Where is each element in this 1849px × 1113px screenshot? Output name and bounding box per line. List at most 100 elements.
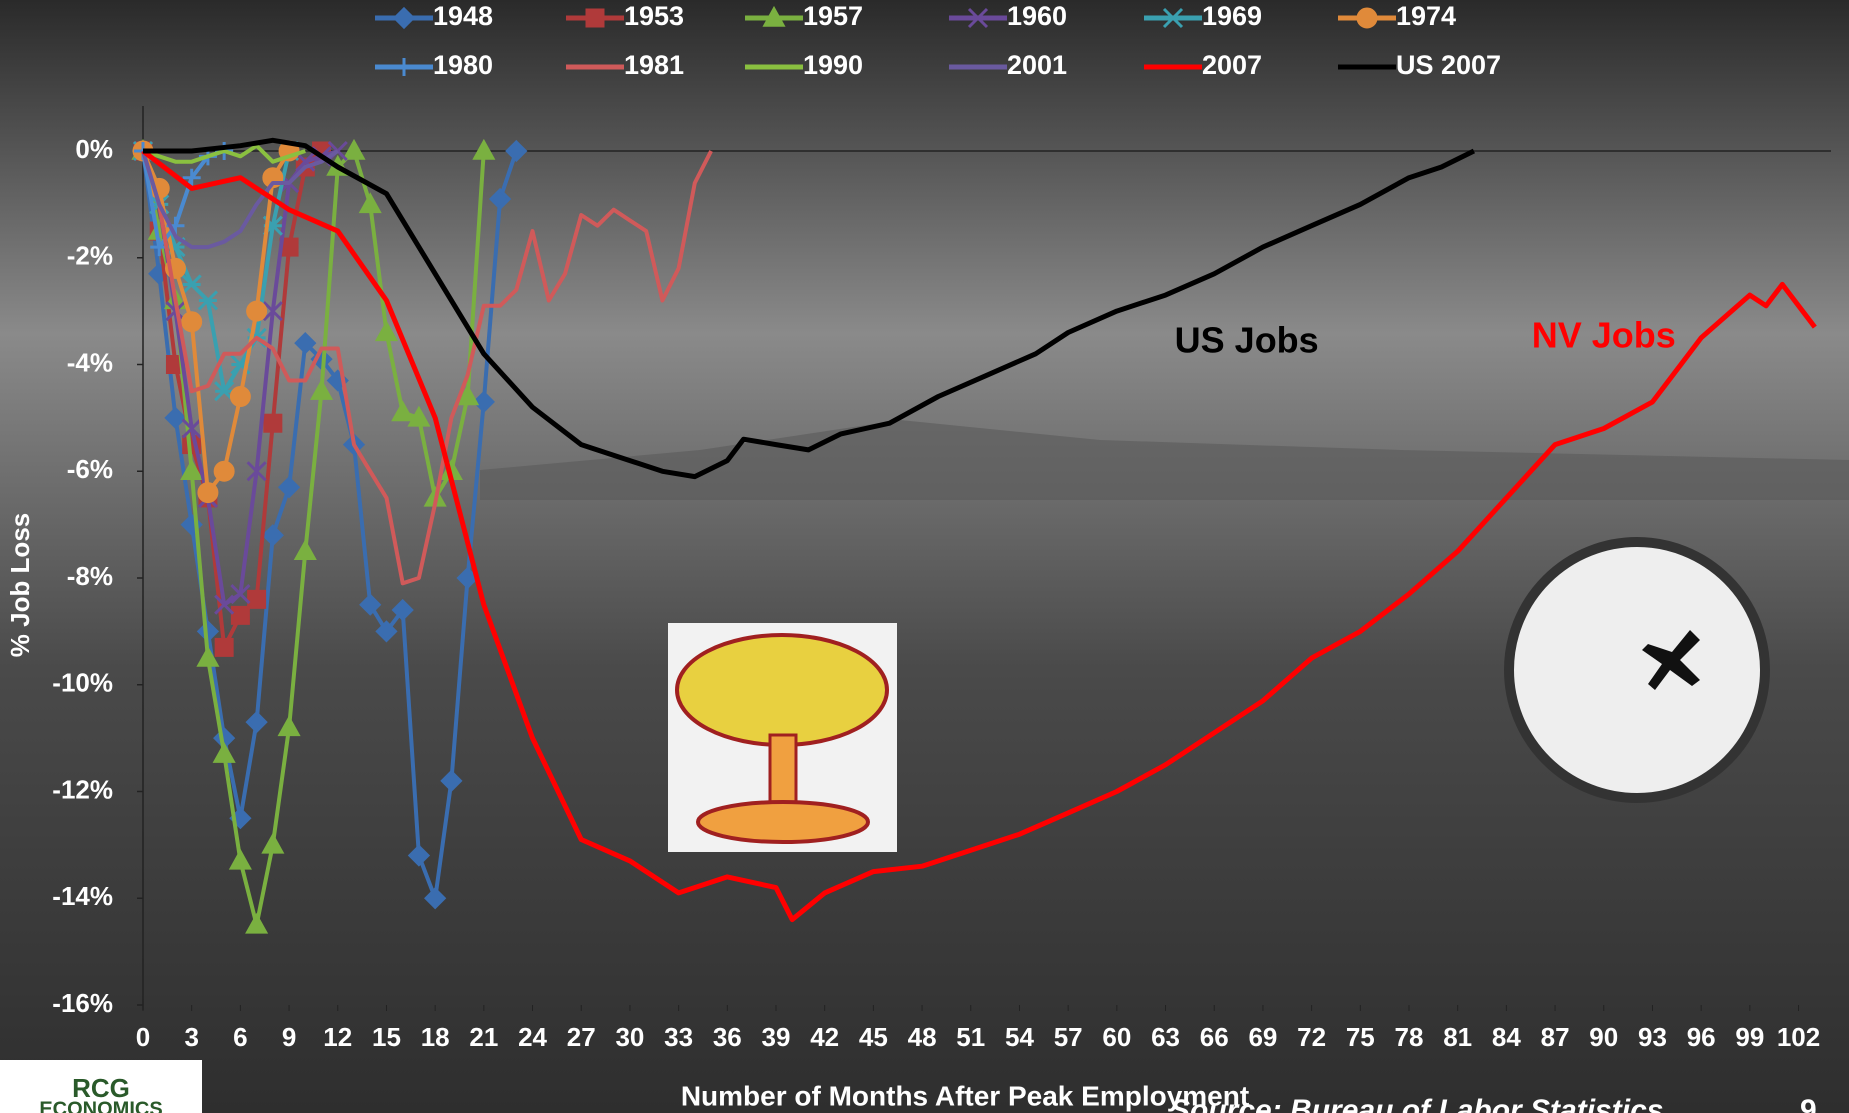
x-tick-label: 78 bbox=[1395, 1022, 1424, 1052]
logo-line: RCG bbox=[72, 1073, 130, 1103]
legend-label: 1990 bbox=[803, 50, 863, 80]
series bbox=[141, 149, 339, 250]
x-tick-label: 9 bbox=[282, 1022, 296, 1052]
marker bbox=[359, 593, 382, 616]
legend-item: 1969 bbox=[1144, 1, 1262, 31]
legend-item: 1960 bbox=[949, 1, 1067, 31]
marker bbox=[230, 605, 250, 625]
x-tick-label: 72 bbox=[1297, 1022, 1326, 1052]
marker bbox=[261, 832, 285, 854]
marker bbox=[391, 400, 415, 422]
x-tick-label: 3 bbox=[184, 1022, 198, 1052]
marker bbox=[245, 710, 268, 734]
marker bbox=[196, 645, 220, 667]
marker bbox=[374, 320, 399, 342]
marker bbox=[342, 138, 366, 160]
marker bbox=[230, 583, 251, 605]
marker bbox=[213, 460, 235, 482]
series-line bbox=[143, 137, 1476, 480]
x-tick-label: 0 bbox=[136, 1022, 150, 1052]
legend-item: 1981 bbox=[566, 50, 684, 80]
x-tick-label: 54 bbox=[1005, 1022, 1034, 1052]
series bbox=[132, 140, 300, 504]
marker bbox=[762, 5, 786, 27]
y-tick-label: -12% bbox=[52, 774, 113, 804]
legend-item: 2007 bbox=[1144, 50, 1262, 80]
x-tick-label: 27 bbox=[567, 1022, 596, 1052]
marker bbox=[245, 912, 269, 934]
marker bbox=[407, 405, 431, 427]
marker bbox=[358, 192, 382, 214]
x-tick-label: 51 bbox=[956, 1022, 985, 1052]
marker bbox=[164, 406, 187, 429]
x-tick-label: 42 bbox=[810, 1022, 839, 1052]
legend-label: 1981 bbox=[624, 50, 684, 80]
y-tick-label: -8% bbox=[67, 561, 113, 591]
y-tick-label: -2% bbox=[67, 241, 113, 271]
marker bbox=[181, 274, 202, 295]
marker bbox=[1356, 7, 1378, 29]
marker bbox=[391, 598, 414, 622]
marker bbox=[295, 151, 316, 172]
y-tick-label: -14% bbox=[52, 881, 113, 911]
x-tick-label: 93 bbox=[1638, 1022, 1667, 1052]
x-tick-label: 18 bbox=[421, 1022, 450, 1052]
legend-label: 1980 bbox=[433, 50, 493, 80]
marker bbox=[277, 476, 301, 499]
x-tick-label: 33 bbox=[664, 1022, 693, 1052]
marker bbox=[309, 379, 334, 400]
series-line bbox=[141, 149, 1817, 923]
legend-label: 1974 bbox=[1396, 1, 1456, 31]
marker bbox=[212, 742, 236, 763]
marker bbox=[456, 384, 480, 406]
marker bbox=[277, 715, 301, 737]
marker bbox=[182, 168, 201, 187]
marker bbox=[181, 418, 202, 439]
x-tick-label: 39 bbox=[762, 1022, 791, 1052]
marker bbox=[246, 461, 267, 482]
x-tick-label: 12 bbox=[323, 1022, 352, 1052]
x-tick-label: 6 bbox=[233, 1022, 247, 1052]
legend-label: 2001 bbox=[1007, 50, 1067, 80]
legend-label: 1953 bbox=[624, 1, 684, 31]
marker bbox=[472, 138, 496, 160]
x-tick-label: 102 bbox=[1777, 1022, 1820, 1052]
marker bbox=[505, 139, 528, 163]
marker bbox=[180, 459, 204, 480]
series-line bbox=[141, 150, 713, 586]
marker bbox=[294, 332, 317, 355]
series-line bbox=[141, 149, 486, 927]
x-tick-label: 57 bbox=[1054, 1022, 1083, 1052]
marker bbox=[395, 58, 413, 76]
y-tick-label: -16% bbox=[52, 988, 113, 1018]
series-line bbox=[141, 149, 323, 650]
x-tick-label: 81 bbox=[1443, 1022, 1472, 1052]
legend-label: 1948 bbox=[433, 1, 493, 31]
marker bbox=[293, 539, 317, 561]
x-tick-label: 36 bbox=[713, 1022, 742, 1052]
x-tick-label: 96 bbox=[1687, 1022, 1716, 1052]
marker bbox=[1162, 7, 1184, 29]
y-tick-label: -4% bbox=[67, 347, 113, 377]
x-axis-label: Number of Months After Peak Employment bbox=[681, 1080, 1249, 1111]
marker bbox=[197, 290, 218, 311]
y-axis-label: % Job Loss bbox=[5, 513, 35, 657]
marker bbox=[247, 589, 267, 609]
legend-item: 1953 bbox=[566, 1, 684, 31]
marker bbox=[472, 390, 495, 413]
series bbox=[141, 150, 713, 586]
x-tick-label: 66 bbox=[1200, 1022, 1229, 1052]
x-tick-label: 21 bbox=[469, 1022, 498, 1052]
x-tick-label: 24 bbox=[518, 1022, 547, 1052]
marker bbox=[424, 887, 447, 910]
marker bbox=[214, 594, 235, 615]
annotation: NV Jobs bbox=[1532, 314, 1676, 355]
legend-label: 1957 bbox=[803, 1, 863, 31]
annotation: US Jobs bbox=[1175, 320, 1319, 361]
legend-label: 1969 bbox=[1202, 1, 1262, 31]
legend-item: 1974 bbox=[1338, 1, 1456, 31]
x-tick-label: 75 bbox=[1346, 1022, 1375, 1052]
legend-item: 1980 bbox=[375, 50, 493, 80]
series-line bbox=[141, 149, 339, 250]
y-tick-label: -6% bbox=[67, 454, 113, 484]
